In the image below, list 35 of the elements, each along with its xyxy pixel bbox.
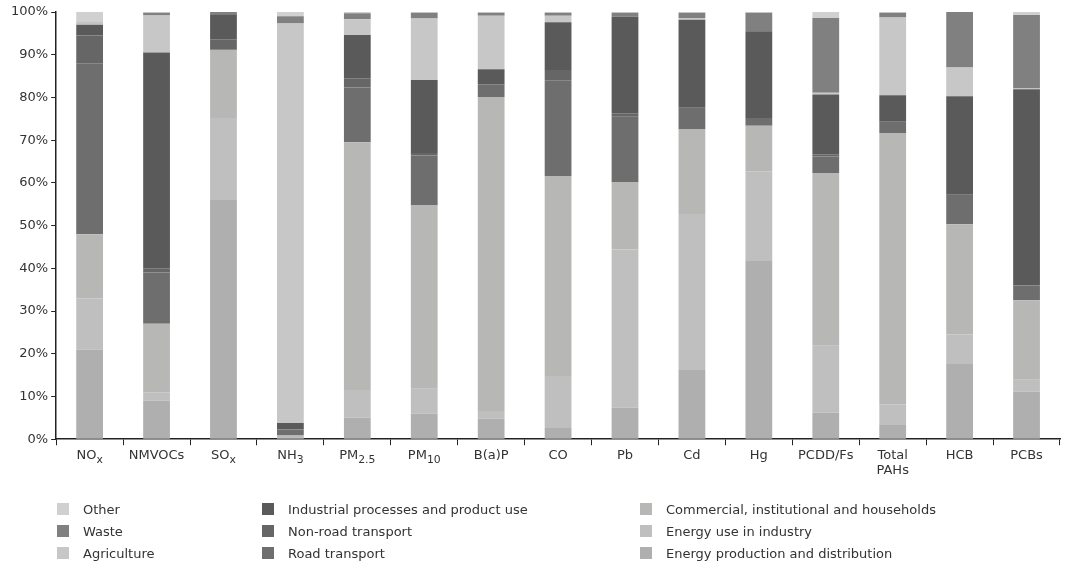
y-tick-label: 10%	[19, 387, 49, 403]
y-tick-label: 80%	[19, 88, 49, 104]
x-tick-label: Total PAHs	[875, 447, 910, 478]
x-tick-label: PM$_{10}$	[406, 447, 442, 467]
x-tick-label: NO$_{x}$	[75, 447, 104, 467]
y-tick-label: 100%	[10, 3, 49, 19]
legend-label: Non-road transport	[288, 523, 413, 539]
x-tick-label: SO$_{x}$	[210, 447, 237, 467]
y-tick-label: 40%	[19, 259, 49, 275]
y-tick-label: 90%	[19, 46, 49, 62]
legend-label: Commercial, institutional and households	[666, 501, 936, 517]
x-tick-label: NMVOCs	[127, 447, 186, 463]
y-tick-label: 20%	[19, 345, 49, 361]
legend-label: Other	[83, 501, 120, 517]
legend-label: Energy use in industry	[666, 523, 813, 539]
legend-label: Industrial processes and product use	[288, 501, 528, 517]
x-tick-label: NH$_{3}$	[276, 447, 305, 467]
x-tick-label: PCBs	[1009, 447, 1044, 463]
x-tick-label: Hg	[748, 447, 769, 463]
y-tick-label: 50%	[19, 216, 49, 232]
legend-label: Energy production and distribution	[666, 545, 893, 561]
x-tick-label: HCB	[944, 447, 975, 463]
x-tick-label: Cd	[682, 447, 702, 463]
x-tick-label: PM$_{2.5}$	[338, 447, 377, 467]
x-tick-label: CO	[547, 447, 569, 463]
y-tick-label: 30%	[19, 302, 49, 318]
legend-label: Agriculture	[83, 545, 155, 561]
y-tick-label: 70%	[19, 131, 49, 147]
x-tick-label: B(a)P	[472, 447, 510, 463]
legend-label: Waste	[83, 523, 123, 539]
x-tick-label: Pb	[615, 447, 635, 463]
legend-label: Road transport	[288, 545, 385, 561]
x-tick-label: PCDD/Fs	[796, 447, 855, 463]
y-tick-label: 60%	[19, 174, 49, 190]
y-tick-label: 0%	[27, 430, 49, 446]
